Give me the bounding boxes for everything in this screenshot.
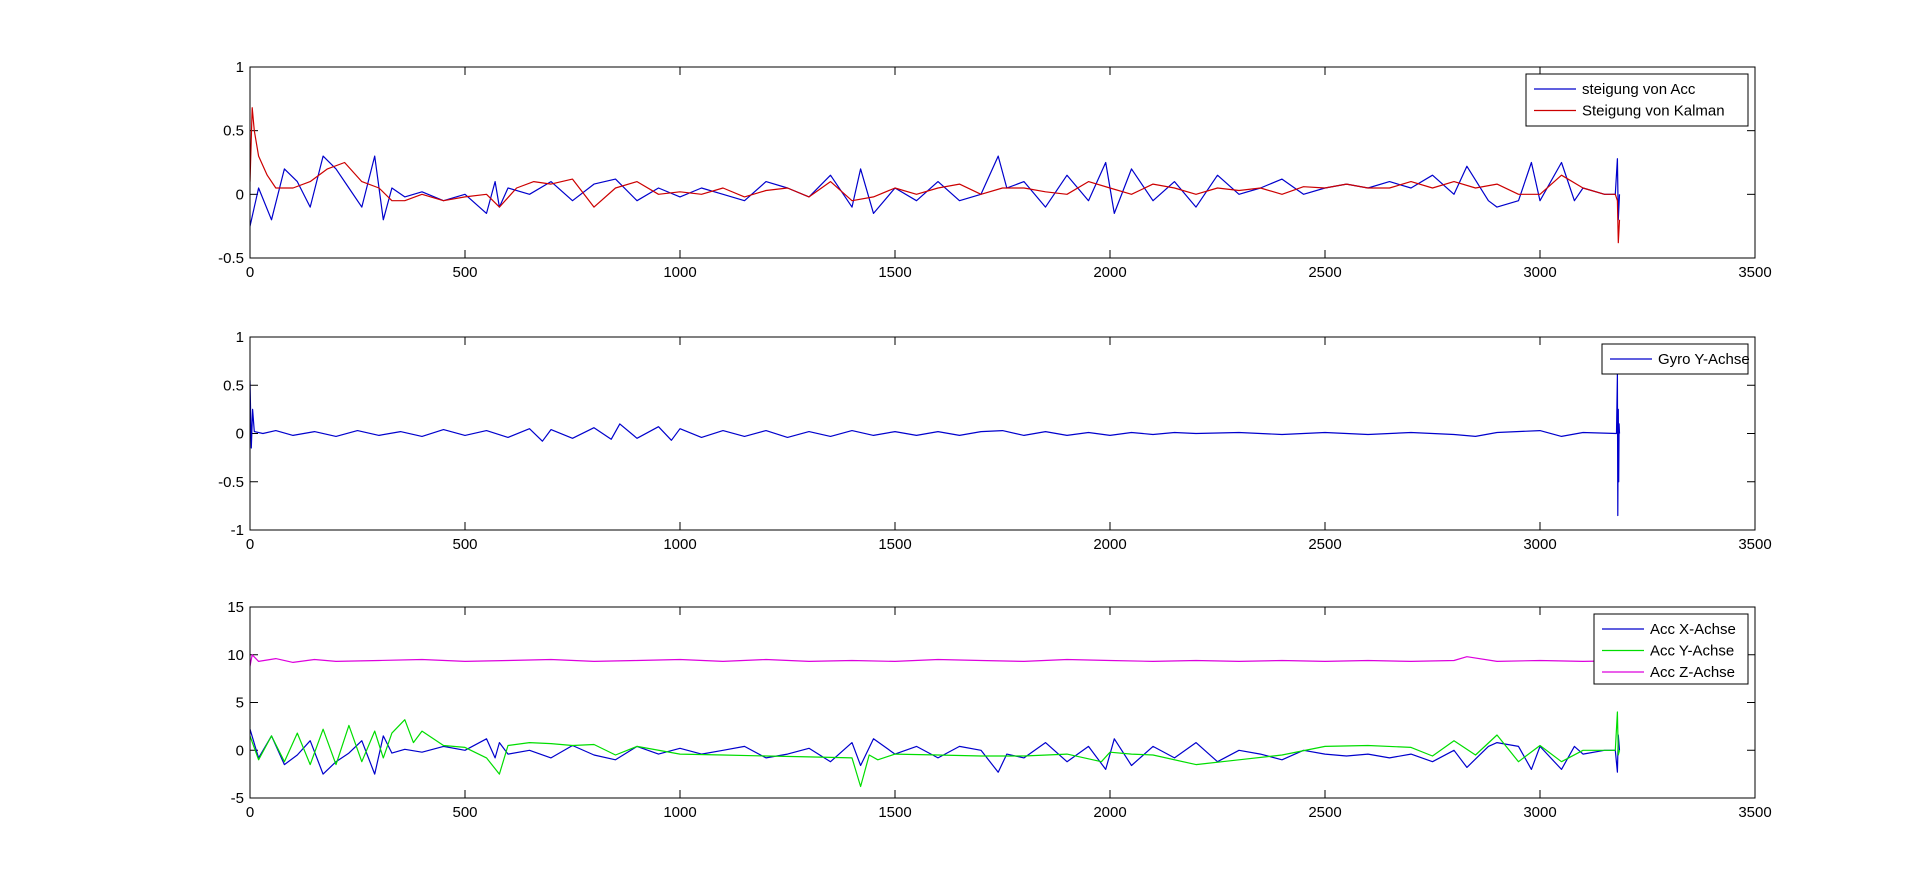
chart-panel-1: 0 500 1000 1500 2000 2500 3000 3500-0.500.51ste… xyxy=(218,59,1772,281)
y-tick-label: 5 xyxy=(236,695,244,712)
legend: steigung von Acc Steigung von Kalman xyxy=(1525,73,1749,127)
x-tick-label: 2000 xyxy=(1093,804,1126,821)
x-tick-label: 1500 xyxy=(878,264,911,281)
y-tick-label: 10 xyxy=(227,647,244,664)
x-tick-label: 500 xyxy=(452,264,477,281)
series-line-1 xyxy=(250,373,1621,517)
legend: Gyro Y-Achse xyxy=(1601,343,1750,375)
x-tick-label: 3000 xyxy=(1523,804,1556,821)
x-tick-label: 3000 xyxy=(1523,264,1556,281)
legend-label-1: steigung von Acc xyxy=(1582,81,1696,98)
y-tick-label: -5 xyxy=(231,790,244,807)
y-tick-label: 0 xyxy=(236,426,244,443)
legend-label-1: Acc X-Achse xyxy=(1650,621,1736,638)
x-tick-label: 3000 xyxy=(1523,536,1556,553)
y-tick-label: -0.5 xyxy=(218,474,244,491)
x-tick-label: 1000 xyxy=(663,804,696,821)
plot-area xyxy=(250,67,1755,258)
y-tick-label: 0 xyxy=(236,742,244,759)
legend-label-3: Acc Z-Achse xyxy=(1650,664,1735,681)
legend-label-2: Acc Y-Achse xyxy=(1650,643,1734,660)
y-tick-label: 1 xyxy=(236,329,244,346)
x-tick-label: 1000 xyxy=(663,536,696,553)
series-line-2 xyxy=(250,711,1621,788)
x-tick-label: 2000 xyxy=(1093,536,1126,553)
y-tick-label: -1 xyxy=(231,522,244,539)
x-tick-label: 2500 xyxy=(1308,536,1341,553)
legend-label-1: Gyro Y-Achse xyxy=(1658,351,1750,368)
x-tick-label: 500 xyxy=(452,804,477,821)
axes-box xyxy=(249,336,1756,531)
plot-area xyxy=(250,337,1755,530)
x-tick-label: 3500 xyxy=(1738,536,1771,553)
series-line-3 xyxy=(250,654,1616,667)
legend-box xyxy=(1525,73,1749,127)
x-tick-label: 2500 xyxy=(1308,264,1341,281)
x-tick-label: 500 xyxy=(452,536,477,553)
series-line-2 xyxy=(250,107,1621,244)
x-tick-label: 0 xyxy=(246,536,254,553)
y-tick-label: -0.5 xyxy=(218,250,244,267)
x-tick-label: 1500 xyxy=(878,804,911,821)
x-tick-label: 0 xyxy=(246,264,254,281)
plot-area xyxy=(250,607,1755,798)
series-line-1 xyxy=(250,729,1621,775)
x-tick-label: 2000 xyxy=(1093,264,1126,281)
x-tick-label: 3500 xyxy=(1738,264,1771,281)
y-tick-label: 0.5 xyxy=(223,377,244,394)
y-tick-label: 0 xyxy=(236,186,244,203)
y-tick-label: 15 xyxy=(227,599,244,616)
axes-box xyxy=(249,66,1756,259)
chart-panel-2: 0 500 1000 1500 2000 2500 3000 3500 -1 -0.5 0 0.5 1 G… xyxy=(218,329,1772,553)
axes-box xyxy=(249,606,1756,799)
y-tick-label: 0.5 xyxy=(223,123,244,140)
chart-panel-3: 0 500 1000 1500 2000 2500 3000 3500-5051015Acc … xyxy=(227,599,1771,821)
x-tick-label: 3500 xyxy=(1738,804,1771,821)
x-tick-label: 2500 xyxy=(1308,804,1341,821)
x-tick-label: 1000 xyxy=(663,264,696,281)
x-tick-label: 1500 xyxy=(878,536,911,553)
legend: Acc X-Achse Acc Y-Achse Acc Z-Achse xyxy=(1593,613,1749,685)
x-tick-label: 0 xyxy=(246,804,254,821)
y-tick-label: 1 xyxy=(236,59,244,76)
legend-label-2: Steigung von Kalman xyxy=(1582,103,1725,120)
